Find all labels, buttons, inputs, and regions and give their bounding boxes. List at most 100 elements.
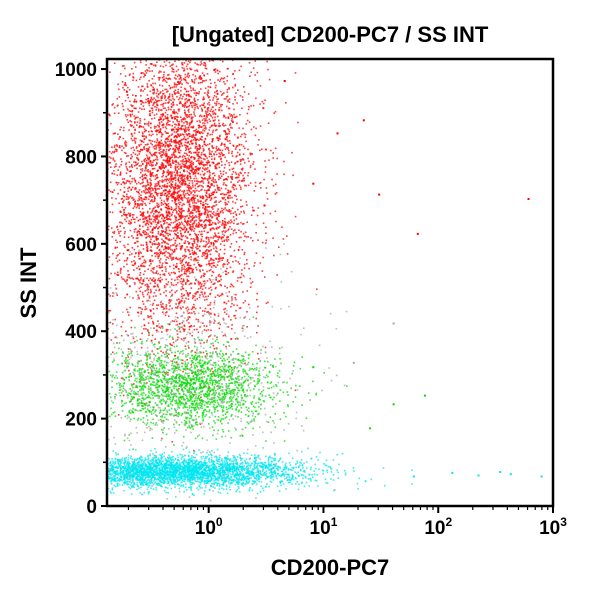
scatter-point [147, 148, 150, 151]
scatter-point [131, 133, 133, 136]
scatter-point [116, 149, 118, 151]
scatter-point [235, 173, 238, 175]
scatter-point [256, 298, 258, 301]
scatter-point [225, 238, 228, 241]
scatter-point [194, 187, 197, 190]
scatter-point [184, 256, 186, 259]
scatter-point [162, 234, 164, 236]
scatter-point [190, 268, 193, 270]
scatter-point [256, 292, 258, 295]
scatter-point [142, 200, 144, 203]
scatter-point [213, 112, 215, 114]
scatter-point [129, 214, 131, 217]
scatter-point [139, 218, 141, 221]
scatter-point [150, 199, 153, 202]
scatter-point [182, 104, 185, 107]
scatter-point [210, 257, 212, 260]
scatter-point [187, 105, 190, 108]
scatter-point [246, 204, 248, 206]
scatter-point [149, 182, 151, 184]
scatter-point [157, 182, 160, 185]
scatter-point [212, 213, 215, 216]
scatter-point [171, 70, 173, 73]
scatter-point [234, 211, 237, 213]
scatter-point [145, 64, 147, 66]
scatter-point [137, 265, 140, 268]
scatter-point [162, 80, 164, 82]
scatter-point [188, 116, 190, 118]
scatter-point [166, 122, 168, 125]
scatter-point [145, 129, 148, 132]
scatter-point [192, 190, 195, 192]
scatter-point [194, 307, 197, 310]
scatter-point [185, 229, 187, 231]
scatter-point [167, 119, 169, 122]
scatter-point [148, 214, 151, 217]
scatter-point [153, 117, 156, 119]
scatter-point [198, 147, 201, 150]
scatter-point [239, 186, 242, 188]
scatter-point [222, 122, 224, 125]
scatter-point [186, 359, 188, 361]
scatter-point [215, 147, 218, 150]
scatter-point [232, 270, 235, 272]
scatter-point [186, 160, 189, 163]
scatter-point [196, 138, 199, 141]
scatter-point [176, 120, 179, 123]
scatter-point [231, 152, 233, 155]
scatter-point [286, 235, 288, 237]
scatter-point [186, 167, 188, 169]
scatter-point [181, 104, 184, 106]
scatter-point [191, 167, 193, 169]
scatter-point [160, 145, 163, 147]
scatter-point [196, 170, 198, 172]
scatter-point [209, 195, 211, 197]
scatter-point [167, 156, 170, 158]
scatter-point [152, 200, 154, 203]
scatter-point [243, 240, 245, 242]
scatter-point [207, 92, 210, 94]
scatter-point [213, 240, 216, 242]
scatter-point [226, 203, 229, 206]
scatter-point [207, 185, 209, 187]
scatter-point [168, 308, 171, 311]
scatter-point [143, 190, 145, 192]
scatter-point [188, 108, 190, 111]
scatter-point [138, 189, 141, 191]
scatter-point [276, 274, 278, 276]
scatter-point [191, 243, 193, 245]
scatter-point [146, 179, 149, 181]
scatter-point [208, 143, 211, 145]
scatter-point [243, 324, 245, 327]
scatter-point [158, 142, 160, 144]
scatter-point [154, 285, 156, 288]
scatter-point [137, 294, 139, 297]
scatter-point [146, 163, 148, 166]
scatter-point [165, 232, 168, 235]
scatter-point [196, 216, 198, 218]
scatter-point [125, 195, 128, 198]
scatter-point [128, 161, 131, 163]
scatter-point [134, 262, 137, 265]
scatter-point [156, 61, 158, 63]
scatter-point [129, 115, 132, 118]
scatter-point [136, 157, 139, 160]
scatter-point [212, 344, 215, 347]
scatter-point [232, 232, 235, 235]
scatter-point [142, 105, 145, 107]
scatter-point [123, 199, 125, 202]
scatter-point [169, 233, 171, 236]
scatter-point [207, 89, 210, 92]
scatter-point [234, 177, 237, 179]
scatter-point [172, 341, 175, 344]
scatter-point [231, 59, 234, 62]
scatter-point [192, 184, 194, 186]
scatter-point [214, 166, 217, 168]
scatter-point [133, 198, 135, 201]
scatter-point [201, 185, 203, 187]
scatter-point [249, 166, 252, 169]
scatter-point [144, 308, 146, 311]
scatter-point [167, 207, 169, 210]
scatter-point [240, 135, 242, 138]
scatter-point [252, 67, 255, 69]
